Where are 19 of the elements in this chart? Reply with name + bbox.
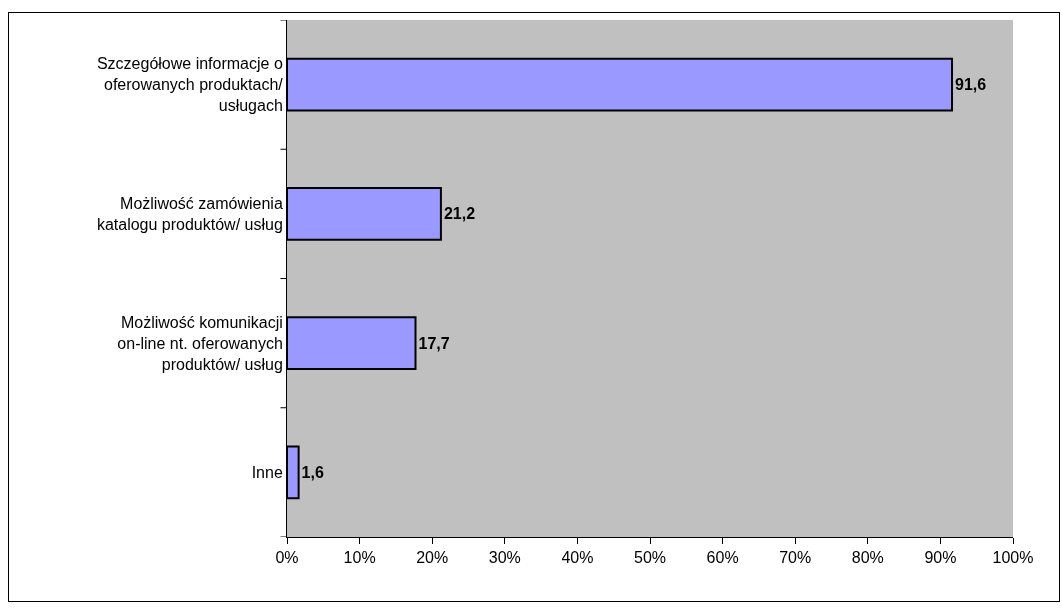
x-tick-label: 0% [275, 549, 299, 567]
y-tick-label: Szczegółowe informacje o oferowanych produktach/ usługach [96, 55, 284, 115]
data-label: 21,2 [443, 205, 476, 223]
y-tick-label: Inne [251, 463, 283, 481]
y-tick-label: Możliwość komunikacji on-line nt. oferowanych produktów/ usług [117, 313, 283, 373]
x-tick-label: 30% [488, 549, 521, 567]
x-tick-label: 40% [561, 549, 594, 567]
data-label: 1,6 [301, 463, 324, 481]
x-tick-label: 10% [343, 549, 376, 567]
x-tick-label: 100% [992, 549, 1034, 567]
data-label: 17,7 [418, 334, 450, 352]
x-tick-label: 80% [851, 549, 884, 567]
y-tick-label: Możliwość zamówienia katalogu produktów/ usług [96, 195, 283, 233]
x-tick-label: 60% [706, 549, 739, 567]
x-tick-label: 50% [633, 549, 667, 567]
x-tick-label: 20% [416, 549, 449, 567]
x-tick-label: 90% [924, 549, 957, 567]
x-tick-label: 70% [779, 549, 812, 567]
data-label: 91,6 [955, 76, 987, 94]
